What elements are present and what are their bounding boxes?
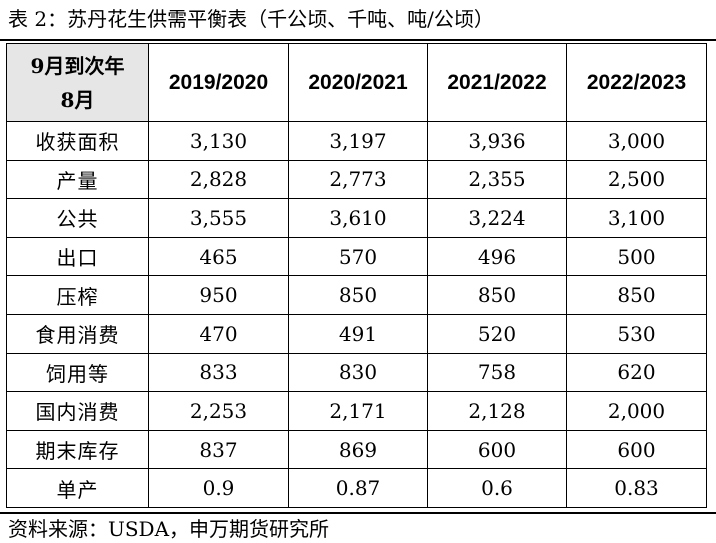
table-cell: 0.83 [566, 468, 707, 508]
table-cell: 520 [427, 313, 567, 354]
table-cell: 2,828 [148, 159, 289, 200]
row-label: 食用消费 [6, 313, 149, 354]
table-title: 表 2：苏丹花生供需平衡表（千公顷、千吨、吨/公顷） [8, 7, 494, 31]
table-cell: 758 [427, 352, 567, 393]
header-row: 9月到次年 8月 2019/2020 2020/2021 2021/2022 2… [6, 43, 707, 122]
table-cell: 2,128 [427, 391, 567, 431]
table-row: 出口 465 570 496 500 [6, 236, 707, 277]
table-cell: 2,171 [288, 391, 428, 431]
table-cell: 850 [566, 275, 707, 315]
row-label: 公共 [6, 198, 149, 238]
corner-header-line2: 8月 [60, 87, 95, 112]
row-label: 出口 [6, 236, 149, 277]
row-label: 收获面积 [6, 121, 149, 161]
table-cell: 491 [288, 313, 428, 354]
column-header: 2020/2021 [288, 43, 428, 122]
row-label: 单产 [6, 468, 149, 508]
row-label: 期末库存 [6, 429, 149, 470]
column-header: 2019/2020 [148, 43, 289, 122]
table-cell: 850 [288, 275, 428, 315]
table-cell: 3,610 [288, 198, 428, 238]
table-row: 公共 3,555 3,610 3,224 3,100 [6, 198, 707, 238]
table-cell: 620 [566, 352, 707, 393]
row-label: 国内消费 [6, 391, 149, 431]
row-label: 压榨 [6, 275, 149, 315]
table-cell: 2,500 [566, 159, 707, 200]
corner-header: 9月到次年 8月 [6, 43, 149, 122]
table-row: 饲用等 833 830 758 620 [6, 352, 707, 393]
table-row: 单产 0.9 0.87 0.6 0.83 [6, 468, 707, 508]
bottom-rule [0, 512, 716, 514]
supply-demand-table: 9月到次年 8月 2019/2020 2020/2021 2021/2022 2… [6, 43, 707, 508]
table-cell: 950 [148, 275, 289, 315]
table-cell: 500 [566, 236, 707, 277]
table-row: 压榨 950 850 850 850 [6, 275, 707, 315]
corner-header-line1: 9月到次年 [30, 53, 125, 78]
top-rule [0, 39, 716, 41]
table-cell: 3,555 [148, 198, 289, 238]
table-cell: 0.6 [427, 468, 567, 508]
table-cell: 837 [148, 429, 289, 470]
table-cell: 496 [427, 236, 567, 277]
table-cell: 2,253 [148, 391, 289, 431]
table-cell: 3,197 [288, 121, 428, 161]
table-cell: 3,936 [427, 121, 567, 161]
table-cell: 570 [288, 236, 428, 277]
table-cell: 850 [427, 275, 567, 315]
table-row: 收获面积 3,130 3,197 3,936 3,000 [6, 121, 707, 161]
column-header: 2022/2023 [566, 43, 707, 122]
table-cell: 3,100 [566, 198, 707, 238]
table-cell: 3,224 [427, 198, 567, 238]
table-cell: 3,130 [148, 121, 289, 161]
table-row: 产量 2,828 2,773 2,355 2,500 [6, 159, 707, 200]
table-cell: 600 [427, 429, 567, 470]
table-cell: 0.87 [288, 468, 428, 508]
source-note: 资料来源：USDA，申万期货研究所 [8, 517, 330, 541]
table-cell: 470 [148, 313, 289, 354]
table-cell: 833 [148, 352, 289, 393]
row-label: 饲用等 [6, 352, 149, 393]
table-cell: 530 [566, 313, 707, 354]
table-cell: 0.9 [148, 468, 289, 508]
table-cell: 2,355 [427, 159, 567, 200]
table-cell: 465 [148, 236, 289, 277]
column-header: 2021/2022 [427, 43, 567, 122]
table-cell: 830 [288, 352, 428, 393]
table-cell: 869 [288, 429, 428, 470]
table-row: 期末库存 837 869 600 600 [6, 429, 707, 470]
table-row: 国内消费 2,253 2,171 2,128 2,000 [6, 391, 707, 431]
table-row: 食用消费 470 491 520 530 [6, 313, 707, 354]
table-cell: 2,000 [566, 391, 707, 431]
table-cell: 2,773 [288, 159, 428, 200]
table-cell: 3,000 [566, 121, 707, 161]
table-cell: 600 [566, 429, 707, 470]
row-label: 产量 [6, 159, 149, 200]
